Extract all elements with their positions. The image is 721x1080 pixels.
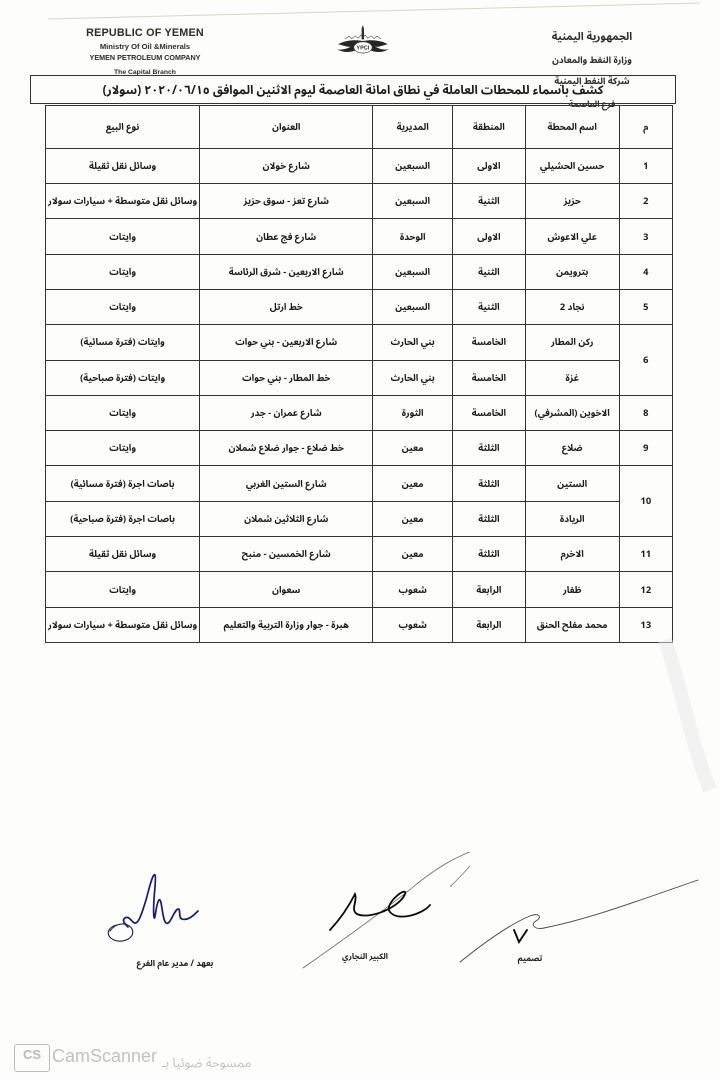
svg-text:YPCI: YPCI xyxy=(357,45,370,51)
